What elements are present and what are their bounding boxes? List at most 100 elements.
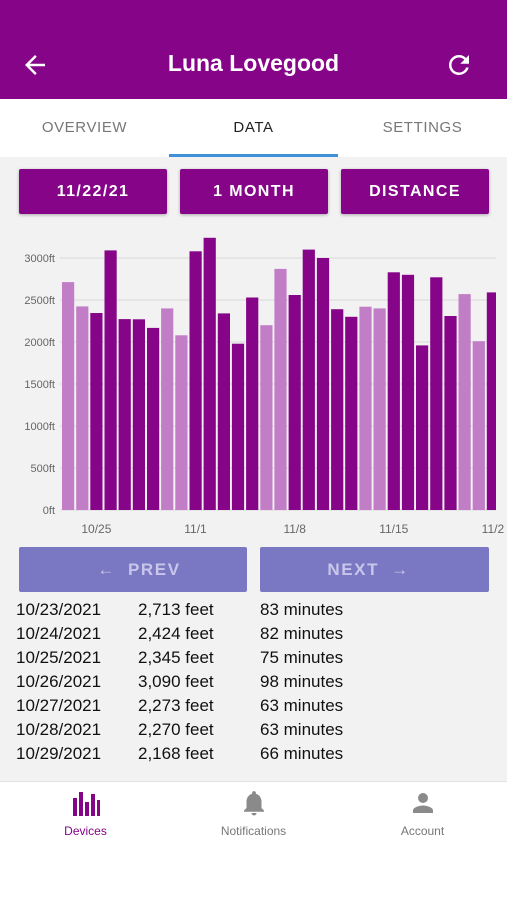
chart-bar bbox=[231, 343, 245, 510]
prev-button[interactable]: ← PREV bbox=[19, 547, 247, 592]
record-distance: 2,345 feet bbox=[138, 648, 214, 667]
y-tick-label: 1500ft bbox=[24, 379, 55, 391]
x-tick-label: 11/8 bbox=[283, 522, 306, 536]
record-duration: 63 minutes bbox=[260, 696, 344, 715]
y-tick-label: 3000ft bbox=[24, 253, 55, 265]
y-tick-label: 500ft bbox=[31, 463, 55, 475]
nav-devices-label: Devices bbox=[64, 824, 107, 838]
chart-bar bbox=[430, 277, 443, 510]
nav-account[interactable]: Account bbox=[338, 788, 507, 848]
chart-bar bbox=[246, 297, 259, 510]
record-duration: 83 minutes bbox=[260, 600, 344, 619]
record-distance: 2,713 feet bbox=[138, 600, 214, 619]
list-item: 10/29/2021 2,168 feet 66 minutes bbox=[16, 742, 496, 766]
bottom-nav: Devices Notifications Account bbox=[0, 781, 507, 900]
active-tab-indicator bbox=[169, 154, 338, 157]
chart-bar bbox=[104, 250, 117, 510]
chart-bar bbox=[345, 316, 358, 510]
nav-devices[interactable]: Devices bbox=[1, 788, 170, 848]
nav-notifications[interactable]: Notifications bbox=[169, 788, 338, 848]
chart-bar bbox=[189, 251, 202, 511]
records-list: 10/23/2021 2,713 feet 83 minutes 10/24/2… bbox=[16, 598, 496, 766]
list-item: 10/26/2021 3,090 feet 98 minutes bbox=[16, 670, 496, 694]
y-tick-label: 1000ft bbox=[24, 421, 55, 433]
record-distance: 2,424 feet bbox=[138, 624, 214, 643]
nav-notifications-label: Notifications bbox=[220, 824, 287, 838]
tab-settings-label: SETTINGS bbox=[382, 119, 463, 136]
chart-bar bbox=[161, 308, 174, 510]
list-item: 10/25/2021 2,345 feet 75 minutes bbox=[16, 646, 496, 670]
next-button[interactable]: NEXT → bbox=[260, 547, 489, 592]
chart-bar bbox=[331, 309, 344, 510]
record-duration: 82 minutes bbox=[260, 624, 344, 643]
bell-icon bbox=[243, 791, 264, 816]
chart-bar bbox=[260, 325, 273, 510]
refresh-icon[interactable] bbox=[444, 50, 474, 80]
arrow-left-icon: ← bbox=[97, 560, 116, 579]
record-date: 10/26/2021 bbox=[16, 672, 102, 691]
chart-bar bbox=[302, 249, 315, 510]
tab-bar: OVERVIEW DATA SETTINGS bbox=[0, 99, 507, 157]
chart-bar bbox=[76, 306, 89, 510]
tab-overview-label: OVERVIEW bbox=[41, 119, 128, 136]
x-tick-label: 11/15 bbox=[379, 522, 408, 536]
chart-bar bbox=[147, 327, 160, 510]
record-duration: 66 minutes bbox=[260, 744, 344, 763]
y-tick-label: 0ft bbox=[43, 505, 55, 517]
chart-bar bbox=[458, 294, 471, 510]
list-item: 10/27/2021 2,273 feet 63 minutes bbox=[16, 694, 496, 718]
record-distance: 2,168 feet bbox=[138, 744, 214, 763]
range-button[interactable]: 1 MONTH bbox=[180, 169, 328, 214]
chart-bar bbox=[175, 335, 188, 510]
chart-bar bbox=[217, 313, 230, 510]
distance-bar-chart: 0ft 500ft 1000ft 1500ft 2000ft 2500ft 3000ft 10… bbox=[24, 237, 505, 536]
chart-bar bbox=[387, 272, 400, 510]
chart-bar bbox=[444, 316, 457, 510]
record-distance: 3,090 feet bbox=[138, 672, 214, 691]
record-date: 10/25/2021 bbox=[16, 648, 102, 667]
x-tick-label: 11/1 bbox=[184, 522, 207, 536]
next-label: NEXT bbox=[327, 560, 380, 579]
chart-bar bbox=[90, 313, 103, 510]
app-bar: Luna Lovegood bbox=[0, 0, 507, 99]
chart-bar bbox=[316, 258, 330, 510]
arrow-left-icon[interactable] bbox=[20, 50, 50, 80]
record-distance: 2,273 feet bbox=[138, 696, 214, 715]
chart-bar bbox=[62, 282, 75, 510]
record-date: 10/27/2021 bbox=[16, 696, 102, 715]
chart-bar bbox=[118, 319, 131, 510]
date-picker-button[interactable]: 11/22/21 bbox=[19, 169, 167, 214]
nav-account-label: Account bbox=[400, 824, 445, 838]
chart-bar bbox=[203, 237, 216, 511]
record-date: 10/23/2021 bbox=[16, 600, 102, 619]
record-duration: 63 minutes bbox=[260, 720, 344, 739]
chart-bar bbox=[288, 295, 301, 510]
record-distance: 2,270 feet bbox=[138, 720, 214, 739]
x-tick-label: 10/25 bbox=[81, 522, 111, 536]
tab-settings[interactable]: SETTINGS bbox=[338, 99, 507, 157]
chart-bar bbox=[132, 319, 145, 510]
chart-bar bbox=[373, 308, 386, 510]
list-item: 10/23/2021 2,713 feet 83 minutes bbox=[16, 598, 496, 622]
person-icon bbox=[412, 793, 433, 813]
record-date: 10/29/2021 bbox=[16, 744, 102, 763]
tab-data-label: DATA bbox=[233, 119, 274, 136]
list-item: 10/24/2021 2,424 feet 82 minutes bbox=[16, 622, 496, 646]
record-duration: 98 minutes bbox=[260, 672, 344, 691]
chart-bar bbox=[416, 345, 429, 510]
x-tick-label: 11/2 bbox=[482, 522, 505, 536]
page-title: Luna Lovegood bbox=[167, 50, 340, 76]
bar-chart-icon bbox=[72, 792, 100, 816]
metric-button[interactable]: DISTANCE bbox=[341, 169, 489, 214]
arrow-right-icon: → bbox=[391, 560, 410, 579]
y-tick-label: 2000ft bbox=[24, 337, 55, 349]
data-panel: 11/22/21 1 MONTH DISTANCE 0ft 500ft 1000ft… bbox=[0, 157, 507, 781]
tab-overview[interactable]: OVERVIEW bbox=[0, 99, 169, 157]
chart-bar bbox=[472, 341, 485, 510]
record-date: 10/24/2021 bbox=[16, 624, 102, 643]
chart-bar bbox=[486, 292, 496, 510]
tab-data[interactable]: DATA bbox=[169, 99, 338, 157]
list-item: 10/28/2021 2,270 feet 63 minutes bbox=[16, 718, 496, 742]
chart-bar bbox=[359, 306, 372, 510]
chart-bar bbox=[274, 268, 287, 510]
